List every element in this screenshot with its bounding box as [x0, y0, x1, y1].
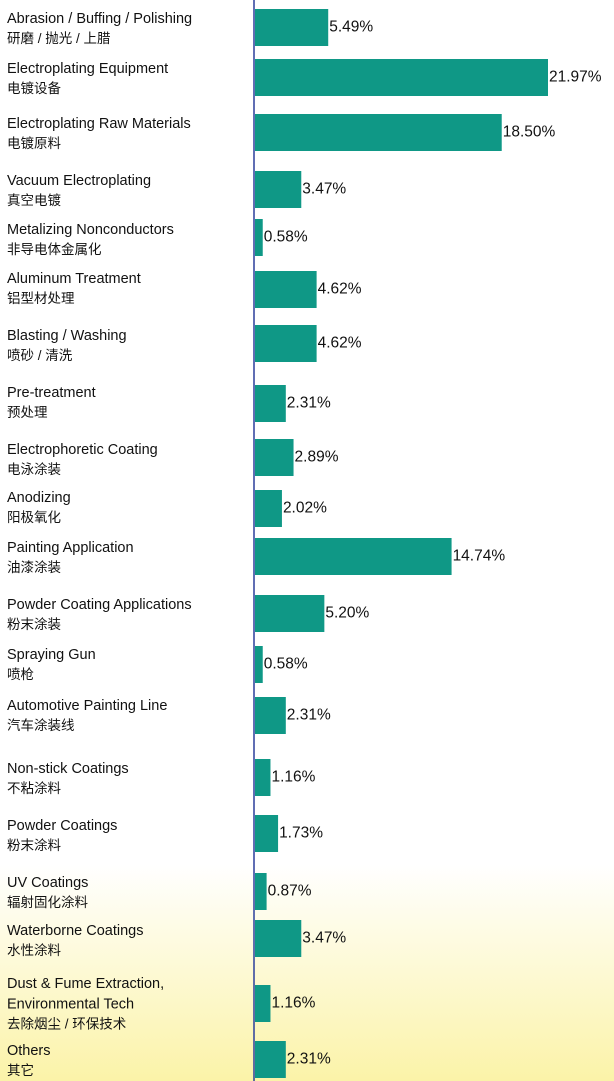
- category-label: Blasting / Washing: [7, 328, 127, 344]
- value-label: 0.58%: [264, 229, 308, 246]
- bar: [255, 59, 548, 96]
- category-label: 油漆涂装: [7, 560, 61, 575]
- category-label: 铝型材处理: [7, 291, 75, 306]
- value-label: 0.58%: [264, 656, 308, 673]
- value-label: 4.62%: [318, 335, 362, 352]
- value-label: 1.16%: [271, 769, 315, 786]
- bar: [255, 490, 282, 527]
- value-label: 5.49%: [329, 19, 373, 36]
- category-label: Anodizing: [7, 490, 71, 506]
- category-label: Waterborne Coatings: [7, 923, 143, 939]
- bar: [255, 9, 329, 46]
- category-label: Powder Coating Applications: [7, 597, 192, 613]
- bar: [255, 646, 263, 683]
- category-label: 真空电镀: [7, 192, 61, 208]
- category-label: 喷枪: [7, 666, 34, 682]
- value-label: 0.87%: [268, 883, 312, 900]
- bar: [255, 595, 325, 632]
- category-label: 汽车涂装线: [7, 717, 75, 733]
- value-label: 21.97%: [549, 69, 602, 86]
- category-label: 非导电体金属化: [7, 242, 102, 257]
- category-label: Vacuum Electroplating: [7, 173, 151, 189]
- category-label: UV Coatings: [7, 875, 88, 891]
- category-label: 辐射固化涂料: [7, 895, 88, 910]
- category-label: Non-stick Coatings: [7, 761, 129, 777]
- bar: [255, 873, 267, 910]
- category-label: Electroplating Raw Materials: [7, 116, 191, 132]
- value-label: 4.62%: [318, 281, 362, 298]
- value-label: 5.20%: [325, 605, 369, 622]
- bar: [255, 1041, 286, 1078]
- category-label: 预处理: [7, 405, 48, 420]
- value-label: 2.31%: [287, 395, 331, 412]
- category-label: 喷砂 / 清洗: [7, 348, 73, 363]
- bar: [255, 759, 271, 796]
- bar: [255, 439, 294, 476]
- category-label: Pre-treatment: [7, 385, 96, 401]
- category-label: 水性涂料: [7, 943, 61, 958]
- bar: [255, 325, 317, 362]
- value-label: 2.89%: [295, 449, 339, 466]
- bar: [255, 271, 317, 308]
- value-label: 2.31%: [287, 707, 331, 724]
- category-label: 电泳涂装: [7, 462, 61, 477]
- category-label: Dust & Fume Extraction,: [7, 976, 164, 992]
- category-label: Automotive Painting Line: [7, 698, 167, 714]
- value-label: 3.47%: [302, 930, 346, 947]
- category-label: 其它: [7, 1062, 34, 1078]
- category-label: Electroplating Equipment: [7, 61, 168, 77]
- category-label: 研磨 / 抛光 / 上腊: [7, 31, 111, 46]
- category-label: Abrasion / Buffing / Polishing: [7, 11, 192, 27]
- bar: [255, 171, 302, 208]
- value-label: 14.74%: [453, 548, 506, 565]
- value-label: 1.16%: [271, 995, 315, 1012]
- value-label: 18.50%: [503, 124, 556, 141]
- bar: [255, 385, 286, 422]
- bar: [255, 985, 271, 1022]
- value-label: 3.47%: [302, 181, 346, 198]
- category-label: 粉末涂料: [7, 838, 61, 853]
- bar: [255, 815, 279, 852]
- value-label: 1.73%: [279, 825, 323, 842]
- bar: [255, 920, 302, 957]
- bar: [255, 697, 286, 734]
- category-label: 电镀原料: [7, 135, 61, 151]
- bar: [255, 114, 502, 151]
- category-label: 去除烟尘 / 环保技术: [7, 1017, 126, 1032]
- value-label: 2.31%: [287, 1051, 331, 1068]
- category-label: 粉末涂装: [7, 617, 61, 632]
- category-label: Environmental Tech: [7, 996, 134, 1012]
- category-label: 阳极氧化: [7, 510, 61, 525]
- bar: [255, 538, 452, 575]
- bar: [255, 219, 263, 256]
- category-label: Powder Coatings: [7, 818, 117, 834]
- category-label: Others: [7, 1043, 51, 1059]
- category-label: Aluminum Treatment: [7, 271, 141, 287]
- category-label: Electrophoretic Coating: [7, 442, 158, 458]
- category-label: 电镀设备: [7, 80, 61, 96]
- category-label: Painting Application: [7, 540, 134, 556]
- category-label: Metalizing Nonconductors: [7, 222, 174, 238]
- category-label: Spraying Gun: [7, 647, 96, 663]
- value-label: 2.02%: [283, 500, 327, 517]
- category-label: 不粘涂料: [7, 781, 61, 796]
